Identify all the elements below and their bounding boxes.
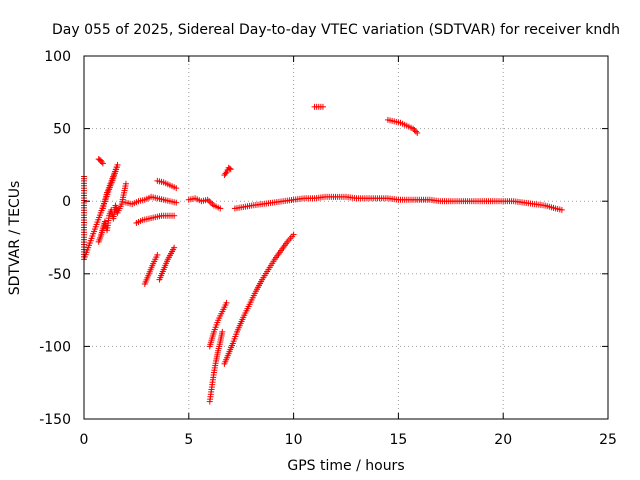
data-point bbox=[98, 158, 105, 165]
series-small-near-7h bbox=[221, 164, 234, 179]
series-spike-28 bbox=[95, 156, 106, 167]
series-block-2-4-5h bbox=[122, 193, 180, 208]
data-marks bbox=[81, 103, 565, 405]
series-main-baseline bbox=[231, 193, 565, 213]
series-top-dash-65 bbox=[311, 103, 326, 110]
data-point bbox=[154, 251, 161, 258]
data-point bbox=[171, 212, 178, 219]
grid bbox=[84, 56, 608, 419]
series-arc-14-11 bbox=[154, 177, 180, 192]
y-tick-label: 0 bbox=[62, 194, 71, 210]
data-point bbox=[223, 299, 230, 306]
x-tick-label: 10 bbox=[285, 432, 303, 448]
data-point bbox=[171, 244, 178, 251]
series-block-5-7h bbox=[185, 195, 224, 212]
plot-frame bbox=[83, 55, 609, 420]
data-point bbox=[411, 127, 418, 134]
data-point bbox=[173, 185, 180, 192]
y-tick-label: -100 bbox=[39, 339, 71, 355]
series-arc-d bbox=[141, 251, 161, 287]
series-steep-arc-a bbox=[221, 231, 297, 367]
series-arc-c bbox=[206, 299, 230, 350]
x-tick-label: 5 bbox=[184, 432, 193, 448]
x-tick-label: 20 bbox=[494, 432, 512, 448]
series-early-cluster bbox=[95, 180, 129, 245]
data-point bbox=[226, 165, 233, 172]
axis-ticks: 0 5 10 15 20 25 -150 -100 -50 0 50 100 bbox=[39, 49, 617, 448]
data-point bbox=[99, 160, 106, 167]
data-point bbox=[222, 170, 229, 177]
data-point bbox=[290, 231, 297, 238]
data-point bbox=[414, 129, 421, 136]
chart-title: Day 055 of 2025, Sidereal Day-to-day VTE… bbox=[52, 22, 620, 38]
x-tick-label: 0 bbox=[80, 432, 89, 448]
y-tick-label: 100 bbox=[44, 49, 71, 65]
series-arc-e bbox=[156, 244, 178, 283]
y-tick-label: -150 bbox=[39, 412, 71, 428]
data-point bbox=[217, 205, 224, 212]
data-point bbox=[319, 103, 326, 110]
y-tick-label: -50 bbox=[48, 267, 71, 283]
data-point bbox=[227, 166, 234, 173]
data-point bbox=[410, 125, 417, 132]
series-top-arc-55 bbox=[384, 116, 421, 136]
x-tick-label: 25 bbox=[599, 432, 617, 448]
data-point bbox=[99, 205, 106, 212]
x-tick-label: 15 bbox=[389, 432, 407, 448]
data-point bbox=[558, 206, 565, 213]
y-axis-label: SDTVAR / TECUs bbox=[7, 181, 23, 296]
data-point bbox=[173, 199, 180, 206]
data-point bbox=[122, 180, 129, 187]
series-arc-b bbox=[206, 328, 226, 405]
series-line-12 bbox=[133, 212, 178, 226]
data-point bbox=[219, 328, 226, 335]
data-point bbox=[412, 128, 419, 135]
y-tick-label: 50 bbox=[53, 122, 71, 138]
x-axis-label: GPS time / hours bbox=[287, 458, 404, 474]
